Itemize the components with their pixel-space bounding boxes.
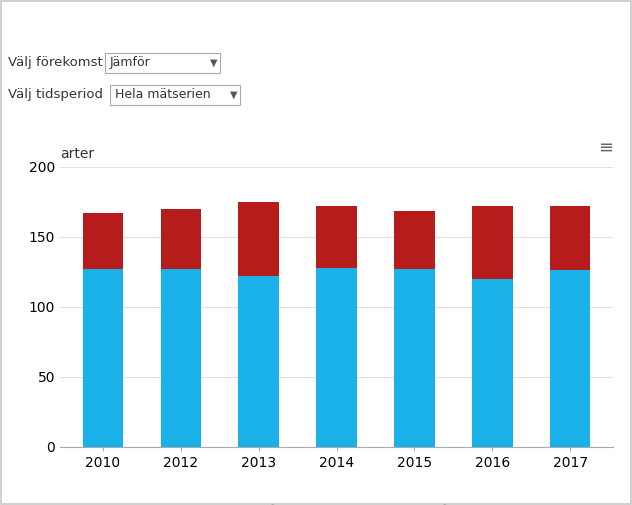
Text: ≡: ≡ (598, 139, 613, 157)
Bar (316, 206, 357, 268)
Bar (161, 269, 201, 447)
Bar (316, 268, 357, 447)
Bar (550, 206, 590, 270)
Bar (394, 269, 435, 447)
Bar (550, 270, 590, 447)
Text: ▼: ▼ (230, 89, 238, 99)
Bar (161, 209, 201, 269)
Legend: Häckfåglar, Besökande fåglar: Häckfåglar, Besökande fåglar (191, 499, 482, 505)
Bar (238, 201, 279, 276)
Text: Antal naturligt förekommande fågelarter i hela kommunen: Antal naturligt förekommande fågelarter … (11, 12, 588, 31)
Bar (472, 279, 513, 447)
Text: Jämför: Jämför (110, 56, 151, 69)
Bar (394, 212, 435, 269)
Bar (83, 213, 123, 269)
Text: arter: arter (60, 147, 94, 161)
FancyBboxPatch shape (105, 53, 220, 73)
FancyBboxPatch shape (110, 85, 240, 105)
Text: Välj tidsperiod: Välj tidsperiod (8, 88, 103, 101)
Bar (238, 276, 279, 447)
Bar (472, 206, 513, 279)
Text: Hela mätserien: Hela mätserien (115, 88, 210, 101)
Text: ▼: ▼ (210, 58, 217, 68)
Text: Välj förekomst: Välj förekomst (8, 56, 103, 69)
Bar (83, 269, 123, 447)
